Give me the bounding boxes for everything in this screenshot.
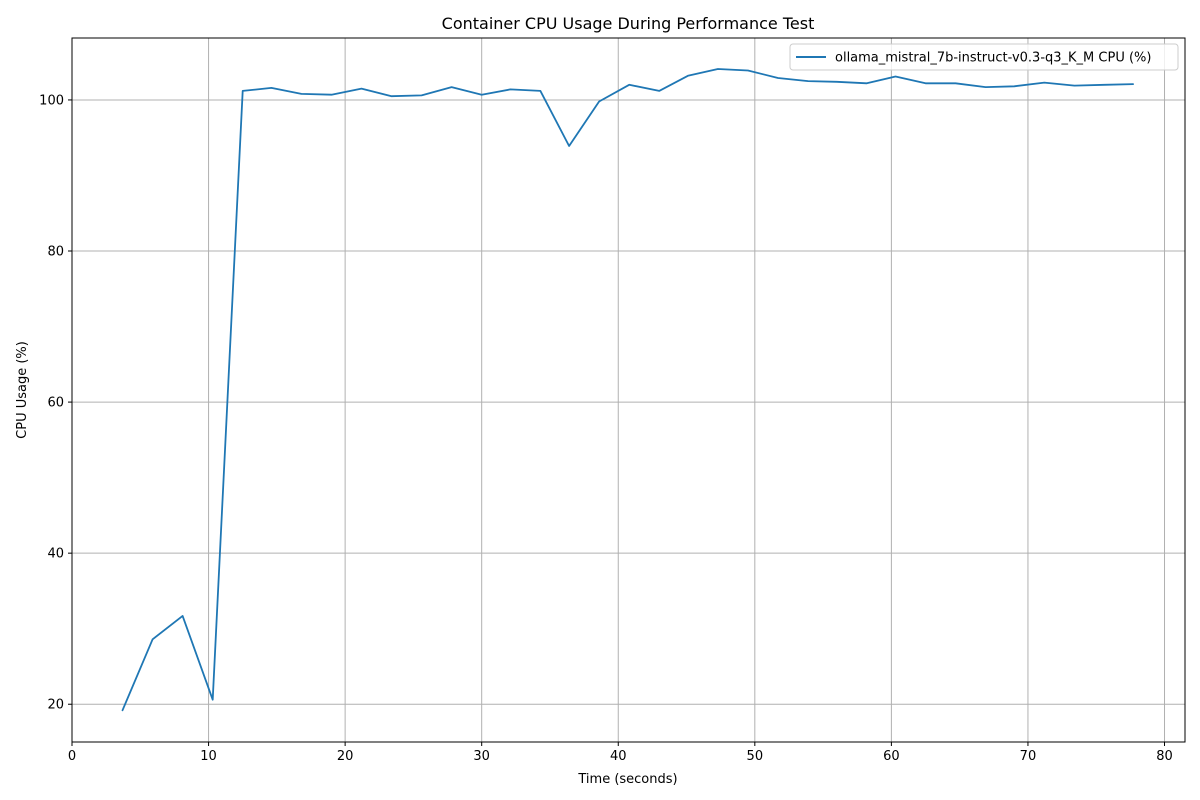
grid <box>71 38 1185 742</box>
x-tick-label: 60 <box>883 749 900 764</box>
y-tick-label: 60 <box>47 396 64 411</box>
x-tick-label: 70 <box>1020 749 1037 764</box>
x-tick-label: 50 <box>747 749 764 764</box>
x-axis-label: Time (seconds) <box>577 772 677 787</box>
plot-frame <box>71 37 1186 743</box>
y-tick-label: 20 <box>47 698 64 713</box>
legend-label: ollama_mistral_7b-instruct-v0.3-q3_K_M C… <box>835 51 1151 66</box>
y-axis-label: CPU Usage (%) <box>15 341 30 439</box>
x-tick-label: 20 <box>337 749 354 764</box>
x-tick-label: 10 <box>200 749 217 764</box>
legend-box <box>789 43 1179 71</box>
y-tick-label: 80 <box>47 245 64 260</box>
legend: ollama_mistral_7b-instruct-v0.3-q3_K_M C… <box>789 43 1179 71</box>
ticks: 0 10 20 30 40 50 60 70 80 20 40 60 80 100 <box>39 93 1173 764</box>
series-line-0 <box>121 68 1134 712</box>
series-layer <box>121 68 1134 712</box>
x-tick-label: 30 <box>473 749 490 764</box>
y-tick-label: 100 <box>39 93 64 108</box>
x-tick-label: 40 <box>610 749 627 764</box>
x-tick-label: 0 <box>68 749 76 764</box>
chart-title: Container CPU Usage During Performance T… <box>442 14 815 33</box>
y-tick-label: 40 <box>47 547 64 562</box>
x-tick-label: 80 <box>1156 749 1173 764</box>
